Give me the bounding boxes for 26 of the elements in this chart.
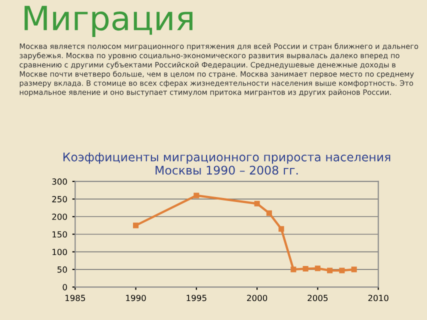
point (327, 268, 333, 274)
y-tick-label: 300 (52, 178, 67, 185)
y-tick-label: 50 (58, 266, 67, 273)
text: Миграция (24, 6, 192, 38)
x-tick-label: 1985 (65, 294, 86, 302)
y-tick-label: 250 (52, 196, 67, 202)
point (133, 222, 139, 228)
x-tick-label: 2000 (247, 294, 268, 302)
chart-title: Коэффициенты миграционного прироста населения Москвы 1990 – 2008 гг. (63, 152, 390, 175)
point (266, 210, 272, 216)
point (290, 266, 296, 272)
y-tick-label: 0 (62, 284, 67, 290)
y-tick-label: 200 (52, 214, 67, 220)
y-tick-label: 100 (52, 248, 67, 256)
point (351, 266, 357, 272)
x-tick-label: 1990 (126, 294, 146, 302)
x-tick-label: 2010 (368, 294, 388, 302)
point (339, 268, 345, 274)
x-tick-label: 1995 (186, 294, 206, 302)
point (254, 200, 260, 206)
point (302, 266, 308, 272)
y-tick-label: 150 (52, 231, 67, 238)
point (278, 226, 284, 232)
x-tick-label: 2005 (308, 294, 328, 302)
point (314, 266, 320, 272)
point (194, 192, 200, 198)
